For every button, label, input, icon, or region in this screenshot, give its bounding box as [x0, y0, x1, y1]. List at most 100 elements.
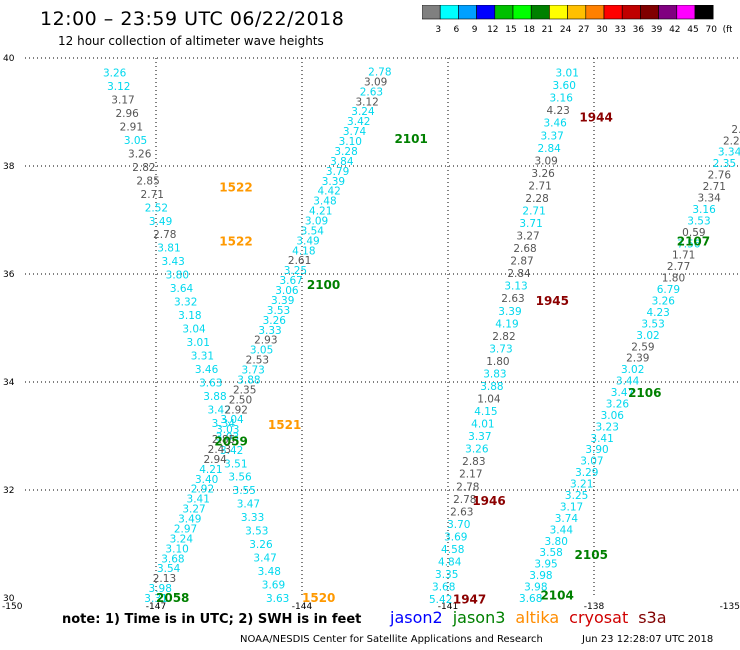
wave-height-value: 3.43 [161, 256, 184, 268]
wave-height-value: 3.53 [641, 318, 664, 330]
wave-height-value: 3.44 [550, 524, 574, 536]
wave-height-value: 4.01 [471, 419, 494, 431]
wave-height-value: 2.63 [360, 86, 383, 98]
wave-height-value: 3.24 [170, 533, 194, 545]
wave-height-value: 4.19 [495, 318, 518, 330]
colorbar-label: 15 [505, 25, 516, 35]
wave-height-value: 3.37 [468, 431, 491, 443]
y-tick-label: 36 [3, 270, 15, 280]
wave-height-value: 3.02 [621, 364, 644, 376]
wave-height-value: 3.48 [313, 196, 336, 208]
wave-height-value: 3.49 [296, 235, 319, 247]
legend-s3a: s3a [638, 608, 667, 627]
wave-height-value: 2.91 [120, 121, 143, 133]
wave-height-value: 2.63 [450, 506, 473, 518]
wave-height-value: 3.17 [560, 501, 583, 513]
wave-height-value: 3.90 [585, 444, 608, 456]
wave-height-value: 2.71 [141, 189, 164, 201]
y-tick-label: 32 [3, 486, 14, 496]
wave-height-value: 3.26 [249, 539, 273, 551]
wave-height-value: 3.37 [540, 130, 563, 142]
wave-height-value: 2.52 [145, 202, 168, 214]
pass-time-label: 1522 [219, 181, 252, 195]
pass-time-label: 2101 [394, 132, 427, 146]
wave-height-value: 2.83 [462, 456, 485, 468]
wave-height-value: 3.74 [343, 126, 367, 138]
wave-height-value: 2.93 [254, 335, 277, 347]
colorbar-label: 45 [687, 25, 698, 35]
wave-height-value: 3.39 [322, 176, 345, 188]
wave-height-value: 3.42 [347, 116, 370, 128]
wave-height-value: 3.51 [224, 458, 247, 470]
wave-height-value: 3.32 [174, 297, 197, 309]
wave-height-value: 2.78 [453, 494, 476, 506]
colorbar-label: 36 [633, 25, 645, 35]
wave-height-value: 3.12 [107, 81, 130, 93]
wave-height-value: 2.84 [537, 143, 561, 155]
legend-jason3: jason3 [452, 608, 506, 627]
wave-height-value: 3.06 [275, 285, 299, 297]
x-tick-label: -141 [438, 602, 458, 612]
wave-height-value: 3.80 [166, 270, 189, 282]
wave-height-value: 3.34 [697, 193, 721, 205]
wave-height-value: 3.39 [498, 306, 521, 318]
wave-height-value: 3.49 [178, 514, 201, 526]
wave-height-value: 3.05 [124, 135, 147, 147]
wave-height-value: 3.42 [220, 445, 243, 457]
wave-height-value: 3.28 [334, 146, 357, 158]
wave-height-value: 4.18 [292, 245, 315, 257]
x-tick-label: -150 [2, 602, 23, 612]
wave-height-value: 3.13 [504, 281, 527, 293]
wave-height-value: 3.98 [524, 582, 547, 594]
wave-height-value: 1.04 [477, 394, 501, 406]
y-tick-label: 34 [3, 378, 15, 388]
wave-height-value: 3.71 [519, 218, 542, 230]
x-tick-label: -144 [292, 602, 313, 612]
wave-height-value: 3.03 [216, 431, 239, 443]
pass-time-label: 2104 [540, 588, 573, 602]
wave-height-value: 3.54 [301, 225, 325, 237]
pass-time-label: 2100 [307, 278, 340, 292]
wave-height-value: 3.26 [531, 168, 555, 180]
wave-height-value: 3.44 [616, 376, 640, 388]
colorbar-label: 21 [542, 25, 553, 35]
wave-height-value: 3.06 [601, 410, 625, 422]
wave-height-value: 3.88 [480, 381, 503, 393]
wave-height-value: 2.96 [115, 108, 139, 120]
wave-height-value: 2.77 [667, 261, 690, 273]
pass-time-label: 1946 [472, 494, 505, 508]
wave-height-value: 3.70 [447, 519, 470, 531]
colorbar-label: 42 [669, 25, 680, 35]
wave-height-value: 4.21 [199, 464, 222, 476]
wave-height-value: 2.71 [522, 205, 545, 217]
wave-height-value: 2.92 [225, 404, 248, 416]
wave-height-value: 2.85 [136, 175, 159, 187]
wave-height-value: 3.26 [652, 295, 676, 307]
wave-height-value: 3.34 [212, 418, 236, 430]
wave-height-value: 3.88 [237, 374, 260, 386]
wave-height-value: 3.18 [178, 310, 201, 322]
wave-height-value: 3.33 [241, 512, 264, 524]
y-tick-label: 30 [3, 594, 15, 604]
wave-height-value: 3.17 [111, 95, 134, 107]
wave-height-value: 2.82 [132, 162, 155, 174]
wave-height-value: 2.68 [513, 243, 536, 255]
wave-height-value: 3.16 [692, 204, 716, 216]
wave-height-value: 3.09 [534, 155, 557, 167]
colorbar-label: 24 [560, 25, 572, 35]
pass-time-label: 1521 [268, 418, 301, 432]
x-tick-label: -138 [584, 602, 605, 612]
wave-height-value: 4.23 [646, 307, 669, 319]
wave-height-value: 3.49 [149, 216, 172, 228]
wave-height-value: 3.64 [170, 283, 194, 295]
wave-height-value: 3.09 [364, 76, 387, 88]
pass-time-label: 2105 [575, 548, 608, 562]
wave-height-value: 3.73 [489, 343, 512, 355]
wave-height-value: 2.61 [288, 255, 311, 267]
wave-height-value: 3.54 [157, 563, 181, 575]
colorbar-label: 9 [472, 25, 478, 35]
wave-height-value: 3.83 [483, 368, 506, 380]
pass-time-label: 2058 [156, 591, 189, 605]
wave-height-value: 2.21 [723, 135, 740, 147]
